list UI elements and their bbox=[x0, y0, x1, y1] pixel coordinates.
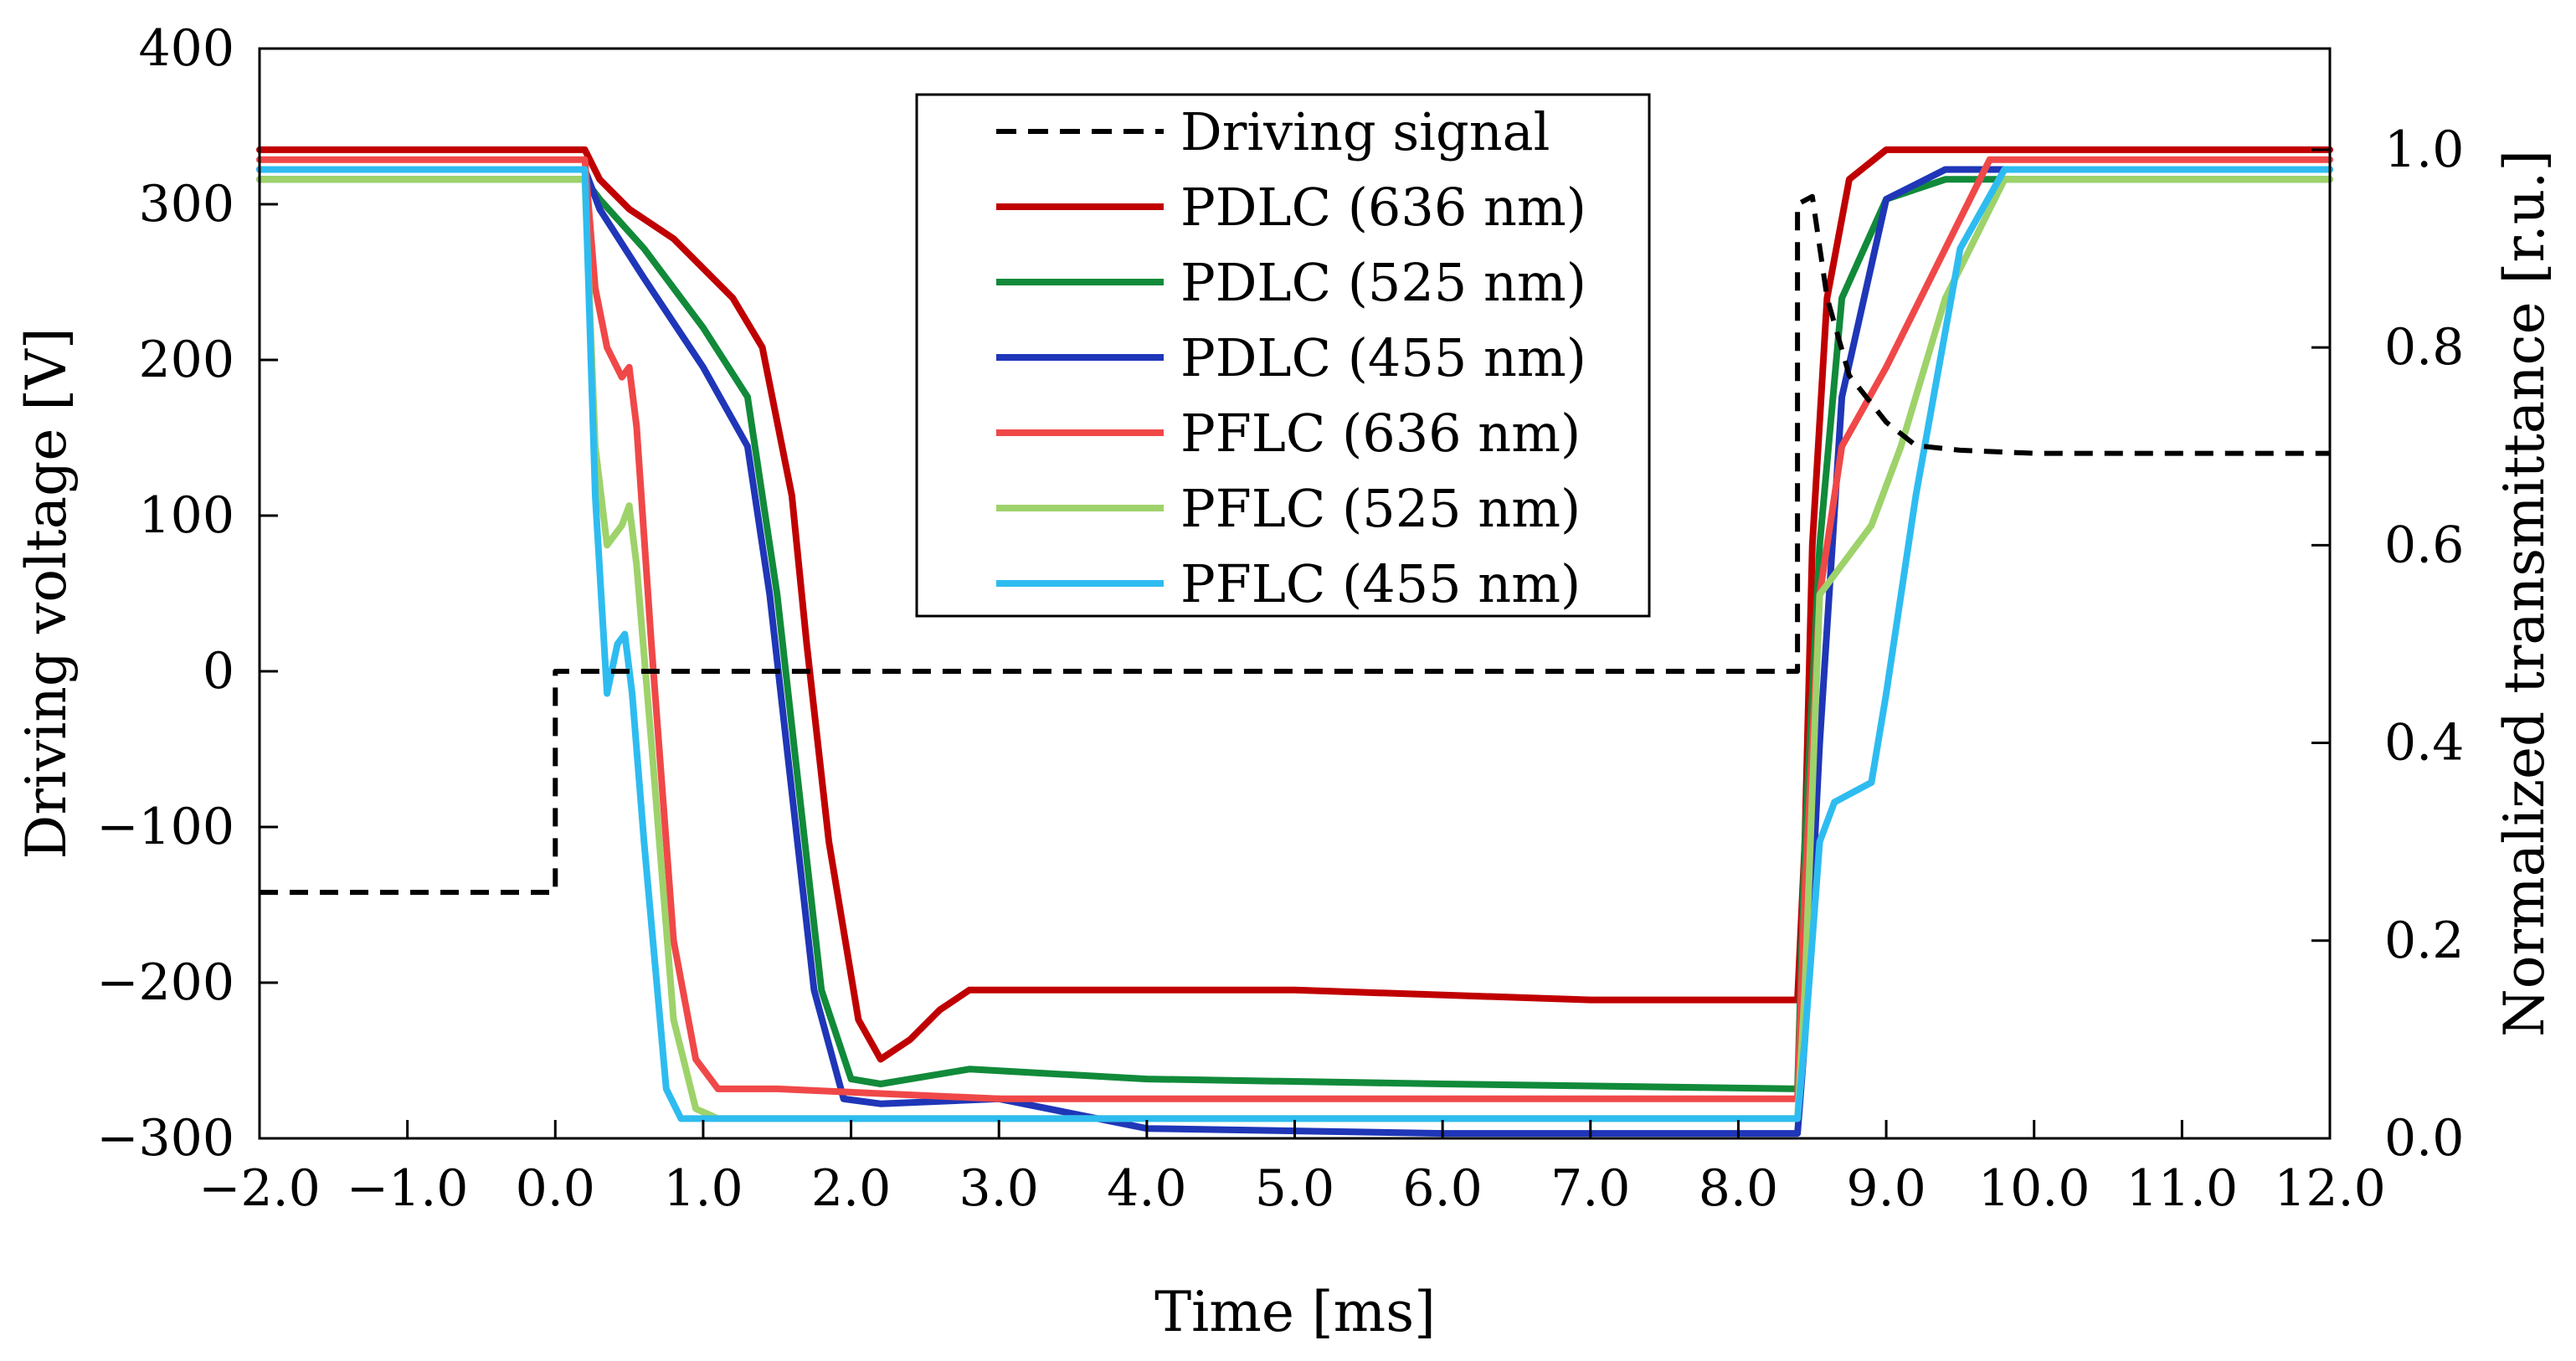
x-tick-label: 1.0 bbox=[663, 1159, 743, 1218]
legend-label: PFLC (455 nm) bbox=[1180, 553, 1581, 614]
y-left-tick-label: 300 bbox=[138, 175, 234, 234]
y-right-tick-label: 0.4 bbox=[2384, 714, 2464, 773]
legend-label: PDLC (525 nm) bbox=[1180, 252, 1586, 313]
x-tick-label: 11.0 bbox=[2126, 1159, 2239, 1218]
y-left-tick-label: −300 bbox=[96, 1109, 234, 1168]
x-tick-label: −2.0 bbox=[198, 1159, 321, 1218]
legend-label: PDLC (455 nm) bbox=[1180, 327, 1586, 388]
y-left-tick-label: 200 bbox=[138, 331, 234, 389]
x-tick-label: 12.0 bbox=[2274, 1159, 2386, 1218]
y-right-tick-label: 0.6 bbox=[2384, 516, 2464, 574]
x-tick-label: 2.0 bbox=[811, 1159, 891, 1218]
x-tick-label: 5.0 bbox=[1255, 1159, 1334, 1218]
ticks-layer: −2.0 −1.0 0.0 1.0 2.0 3.0 4.0 5.0 6.0 7.0 8.0 9.0 10… bbox=[96, 19, 2464, 1218]
series-line-driving-signal bbox=[260, 193, 2330, 896]
y-left-tick-label: −200 bbox=[96, 953, 234, 1012]
legend-label: PFLC (525 nm) bbox=[1180, 478, 1581, 539]
legend: Driving signal PDLC (636 nm) PDLC (525 nm)… bbox=[915, 93, 1651, 618]
y-left-tick-label: 400 bbox=[138, 19, 234, 78]
y-right-tick-label: 1.0 bbox=[2384, 121, 2464, 179]
x-tick-label: −1.0 bbox=[347, 1159, 469, 1218]
legend-label: Driving signal bbox=[1180, 101, 1550, 162]
y-left-tick-label: 0 bbox=[203, 642, 234, 701]
x-tick-label: 8.0 bbox=[1699, 1159, 1778, 1218]
legend-label: PDLC (636 nm) bbox=[1180, 177, 1586, 238]
x-axis-title: Time [ms] bbox=[1154, 1280, 1436, 1344]
x-tick-label: 10.0 bbox=[1978, 1159, 2090, 1218]
y-left-tick-label: −100 bbox=[96, 798, 234, 856]
x-tick-label: 0.0 bbox=[516, 1159, 595, 1218]
series-line-pdlc-636-nm bbox=[256, 146, 2333, 1063]
series-line-pdlc-525-nm bbox=[256, 176, 2333, 1092]
y-left-tick-label: 100 bbox=[138, 486, 234, 545]
legend-label: PFLC (636 nm) bbox=[1180, 403, 1581, 464]
y-axis-left-title: Driving voltage [V] bbox=[14, 327, 79, 859]
y-axis-right-title: Normalized transmittance [r.u.] bbox=[2492, 150, 2557, 1037]
x-tick-label: 4.0 bbox=[1107, 1159, 1186, 1218]
series-layer bbox=[256, 146, 2333, 1138]
x-tick-label: 3.0 bbox=[959, 1159, 1039, 1218]
x-tick-label: 9.0 bbox=[1846, 1159, 1926, 1218]
series-line-pflc-636-nm bbox=[256, 156, 2333, 1102]
x-tick-label: 6.0 bbox=[1402, 1159, 1482, 1218]
x-tick-label: 7.0 bbox=[1550, 1159, 1630, 1218]
y-right-tick-label: 0.2 bbox=[2384, 912, 2464, 970]
y-right-tick-label: 0.0 bbox=[2384, 1109, 2464, 1168]
y-right-tick-label: 0.8 bbox=[2384, 318, 2464, 377]
series-line-pflc-455-nm bbox=[256, 166, 2333, 1122]
